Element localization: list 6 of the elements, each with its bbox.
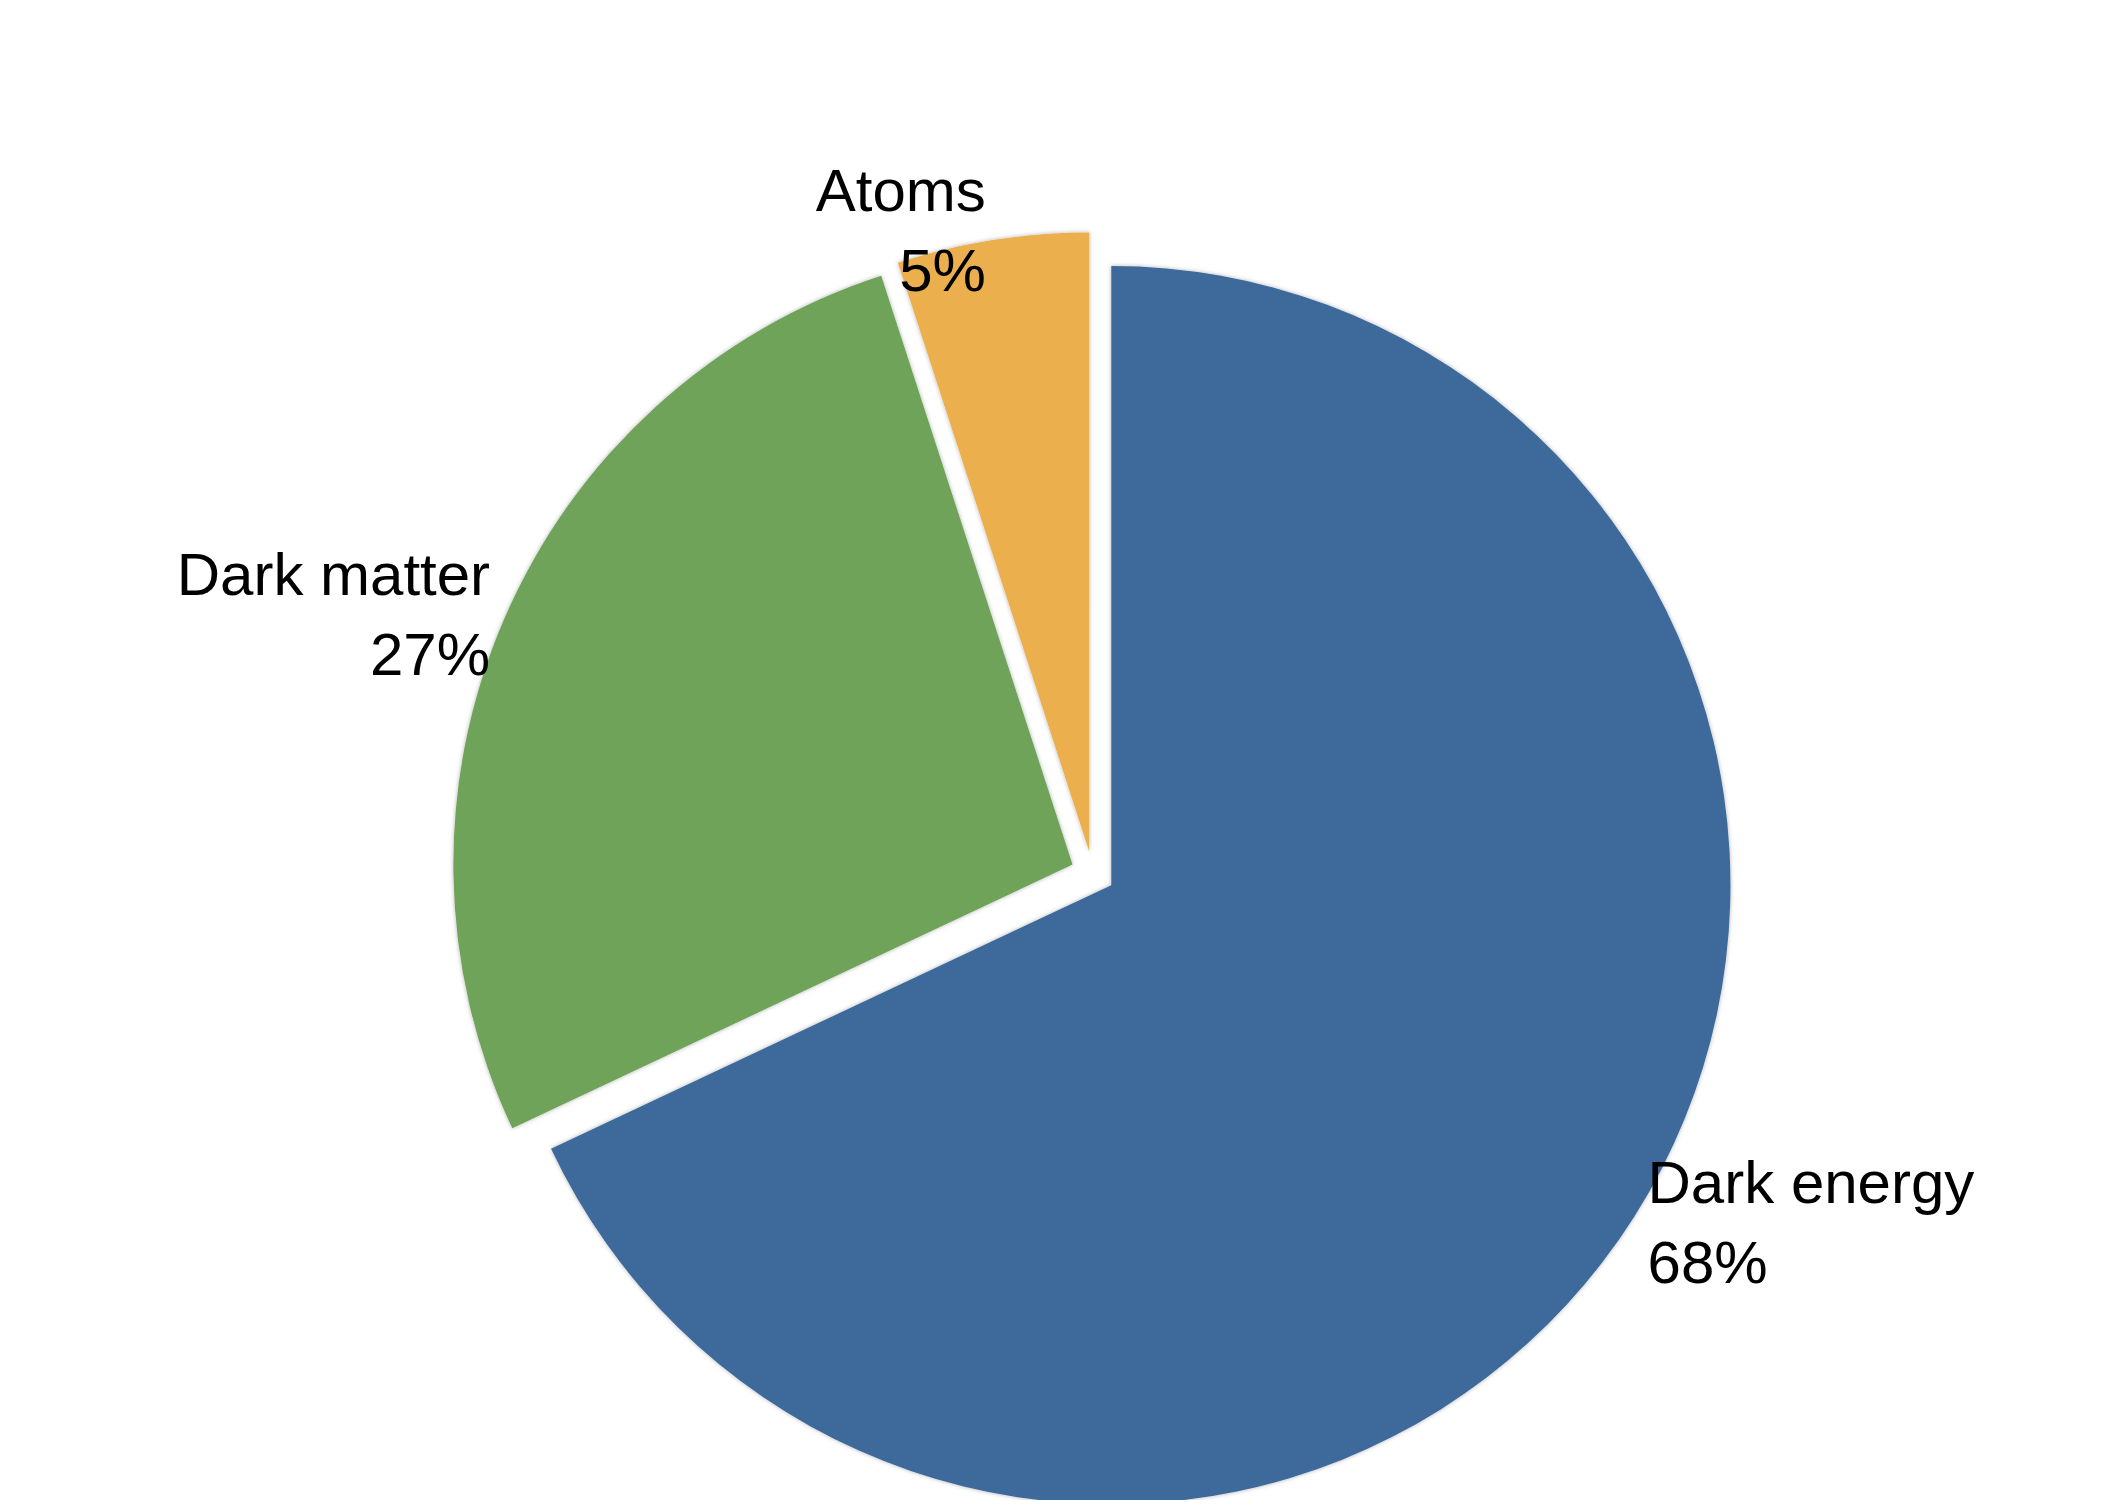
slice-label: Dark energy bbox=[1647, 1148, 1975, 1216]
data-label: 5% bbox=[899, 236, 986, 304]
data-label: 68% bbox=[1647, 1228, 1768, 1296]
slice-label: Atoms bbox=[815, 156, 986, 224]
data-label: 27% bbox=[370, 621, 491, 689]
slice-label: Dark matter bbox=[176, 541, 491, 609]
